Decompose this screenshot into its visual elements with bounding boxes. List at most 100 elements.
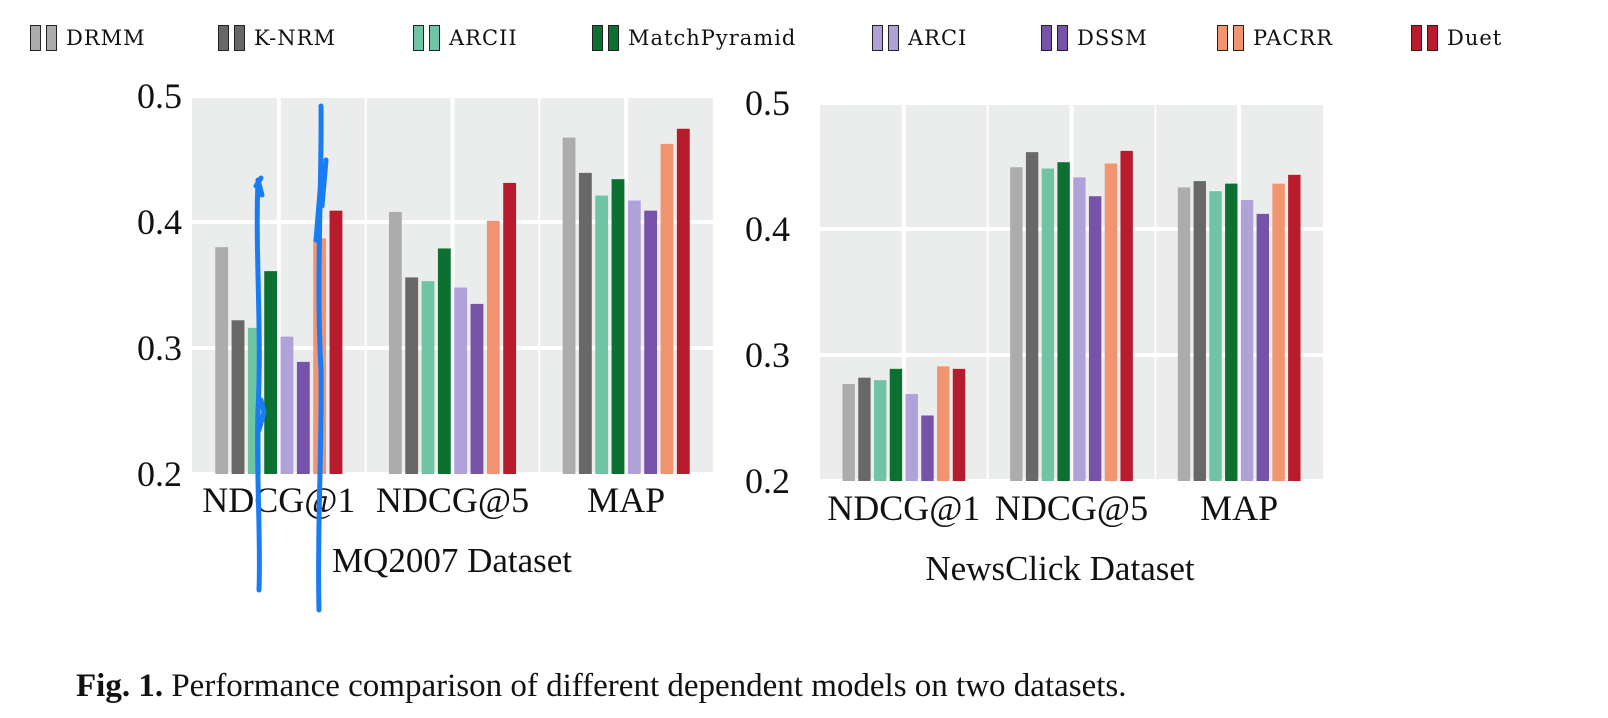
legend-label: ARCII [449, 26, 518, 50]
legend-label: DRMM [66, 26, 146, 50]
legend-swatch [1041, 25, 1052, 51]
caption-label: Fig. 1. [76, 668, 164, 704]
bar-matchpyramid-map [1225, 183, 1238, 481]
legend-item-dssm: DSSM [1041, 18, 1148, 58]
legend-swatch [1411, 25, 1422, 51]
legend-label: Duet [1447, 26, 1503, 50]
bar-drmm-ndcg-1 [842, 383, 855, 481]
caption-text: Performance comparison of different depe… [171, 668, 1127, 704]
bar-arcii-map [595, 195, 609, 475]
legend-swatch [1217, 25, 1228, 51]
y-tick-label: 0.3 [745, 335, 790, 375]
x-tick-label: NDCG@1 [202, 480, 355, 520]
bar-duet-map [1288, 174, 1301, 481]
bar-matchpyramid-ndcg-5 [437, 248, 451, 474]
legend-swatch [413, 25, 424, 51]
y-tick-label: 0.5 [137, 76, 182, 116]
y-tick-label: 0.2 [745, 461, 790, 501]
mq2007-chart: 0.2 0.3 0.4 0.5 NDCG@1 NDCG@5 MAP MQ2007 Datase… [137, 76, 713, 580]
x-tick-label: NDCG@5 [376, 480, 529, 520]
legend-swatch [429, 25, 440, 51]
y-tick-label: 0.5 [745, 83, 790, 123]
bar-arcii-ndcg-5 [1041, 168, 1055, 481]
legend: DRMM K-NRM ARCII MatchPyramid ARCI DSSM PACRR D… [0, 18, 1608, 58]
x-tick-label: NDCG@5 [995, 488, 1148, 528]
legend-label: MatchPyramid [628, 26, 797, 50]
x-tick-label: MAP [587, 480, 665, 520]
x-axis-label: MQ2007 Dataset [332, 541, 572, 580]
bar-duet-ndcg-5 [503, 182, 517, 474]
x-axis-label: NewsClick Dataset [925, 549, 1195, 588]
bar-arci-ndcg-1 [905, 394, 918, 481]
bar-k-nrm-map [578, 172, 592, 475]
bar-matchpyramid-ndcg-1 [264, 271, 278, 474]
legend-item-k-nrm: K-NRM [218, 18, 336, 58]
legend-swatch [218, 25, 229, 51]
bar-drmm-ndcg-5 [388, 211, 402, 475]
y-tick-label: 0.4 [745, 209, 790, 249]
legend-swatch [888, 25, 899, 51]
legend-swatch [592, 25, 603, 51]
legend-label: K-NRM [254, 26, 336, 50]
bar-drmm-map [1177, 187, 1191, 482]
legend-swatch [1057, 25, 1068, 51]
legend-swatch [608, 25, 619, 51]
bar-pacrr-map [1272, 183, 1285, 481]
bar-k-nrm-ndcg-1 [231, 320, 245, 474]
bar-dssm-map [644, 210, 658, 474]
legend-item-arci: ARCI [872, 18, 967, 58]
bar-duet-map [676, 128, 690, 474]
legend-swatch [234, 25, 245, 51]
legend-item-pacrr: PACRR [1217, 18, 1333, 58]
x-tick-label: MAP [1200, 488, 1278, 528]
legend-item-duet: Duet [1411, 18, 1502, 58]
legend-swatch [1427, 25, 1438, 51]
bar-dssm-ndcg-1 [296, 361, 310, 474]
bar-dssm-map [1256, 213, 1270, 481]
bar-arcii-ndcg-1 [873, 380, 887, 481]
bar-k-nrm-ndcg-1 [858, 377, 871, 481]
bar-pacrr-map [660, 143, 674, 474]
y-tick-label: 0.4 [137, 202, 182, 242]
bar-arci-ndcg-1 [280, 336, 294, 474]
figure-caption: Fig. 1. Performance comparison of differ… [76, 668, 1127, 705]
bar-pacrr-ndcg-5 [1104, 163, 1118, 482]
legend-swatch [46, 25, 57, 51]
bar-drmm-ndcg-5 [1010, 167, 1023, 481]
y-tick-label: 0.3 [137, 328, 182, 368]
legend-swatch [30, 25, 41, 51]
bar-duet-ndcg-5 [1120, 150, 1133, 481]
bar-arci-map [627, 200, 641, 474]
bar-drmm-map [562, 137, 576, 474]
bar-k-nrm-ndcg-5 [1025, 152, 1039, 481]
pen-annotation [253, 103, 329, 613]
legend-item-drmm: DRMM [30, 18, 146, 58]
bar-pacrr-ndcg-1 [937, 366, 950, 481]
bar-duet-ndcg-1 [952, 368, 966, 481]
bar-arcii-map [1209, 191, 1222, 481]
legend-item-arcii: ARCII [413, 18, 518, 58]
legend-label: PACRR [1253, 26, 1334, 50]
bar-matchpyramid-ndcg-1 [889, 368, 903, 481]
figure: 0.2 0.3 0.4 0.5 NDCG@1 NDCG@5 MAP MQ2007 Datase… [137, 76, 1323, 613]
legend-label: DSSM [1077, 26, 1148, 50]
bar-drmm-ndcg-1 [215, 247, 229, 474]
legend-swatch [872, 25, 883, 51]
bar-dssm-ndcg-5 [470, 303, 484, 474]
legend-item-matchpyramid: MatchPyramid [592, 18, 796, 58]
x-tick-label: NDCG@1 [827, 488, 980, 528]
legend-label: ARCI [908, 26, 968, 50]
bar-k-nrm-ndcg-5 [405, 277, 419, 474]
bar-matchpyramid-ndcg-5 [1057, 162, 1070, 481]
bar-arci-map [1240, 200, 1254, 481]
bar-duet-ndcg-1 [329, 210, 343, 474]
bar-arci-ndcg-5 [454, 287, 468, 474]
bar-k-nrm-map [1193, 181, 1206, 481]
bar-pacrr-ndcg-5 [486, 220, 500, 474]
bar-arcii-ndcg-5 [421, 281, 435, 474]
bar-arci-ndcg-5 [1073, 177, 1086, 481]
bar-dssm-ndcg-1 [921, 415, 934, 481]
bar-dssm-ndcg-5 [1088, 196, 1102, 482]
legend-swatch [1233, 25, 1244, 51]
